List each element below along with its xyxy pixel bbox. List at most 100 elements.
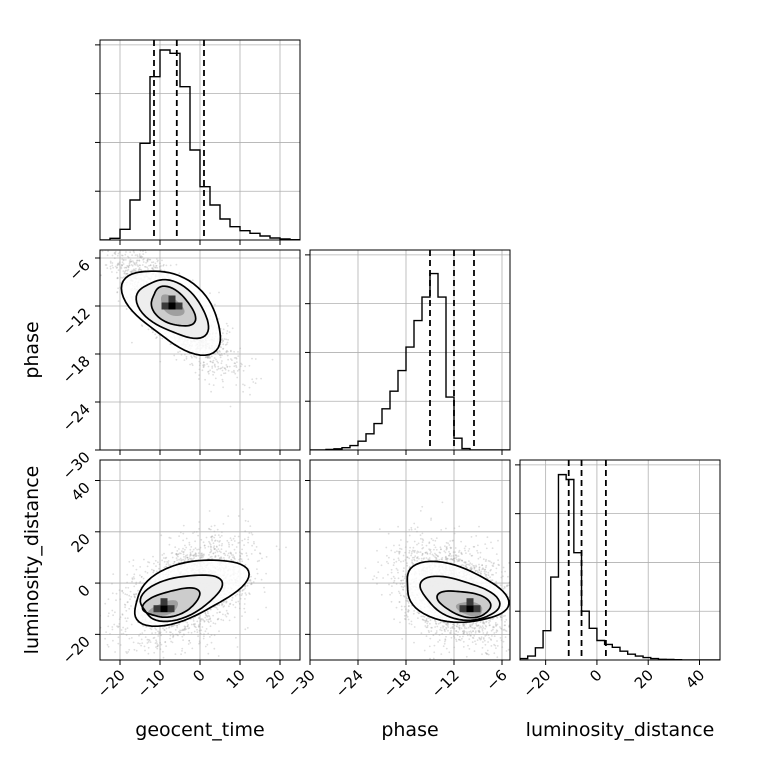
scatter-point <box>227 552 230 555</box>
scatter-point <box>221 543 224 545</box>
scatter-point <box>165 556 168 559</box>
scatter-point <box>178 631 181 634</box>
scatter-point <box>211 535 214 537</box>
scatter-point <box>179 531 182 534</box>
scatter-point <box>214 539 217 542</box>
scatter-point <box>214 556 216 558</box>
scatter-point <box>179 631 182 634</box>
scatter-point <box>159 262 161 265</box>
scatter-point <box>216 368 219 371</box>
scatter-point <box>234 594 237 597</box>
scatter-point <box>221 360 223 362</box>
scatter-point <box>125 251 127 253</box>
scatter-point <box>127 266 130 269</box>
scatter-point <box>231 371 233 373</box>
scatter-point <box>118 623 121 625</box>
scatter-point <box>152 555 154 558</box>
scatter-point <box>154 266 156 269</box>
scatter-point <box>201 554 204 557</box>
scatter-point <box>125 651 127 653</box>
scatter-point <box>213 357 216 359</box>
scatter-point <box>229 552 232 555</box>
scatter-point <box>237 515 240 517</box>
scatter-point <box>119 282 122 284</box>
scatter-point <box>213 524 216 527</box>
scatter-point <box>163 560 166 563</box>
scatter-point <box>145 261 148 264</box>
scatter-point <box>195 531 198 533</box>
scatter-point <box>177 561 180 564</box>
scatter-point <box>214 622 217 625</box>
scatter-point <box>156 645 159 648</box>
scatter-point <box>231 596 234 599</box>
scatter-point <box>190 554 193 557</box>
scatter-point <box>235 366 238 368</box>
scatter-point <box>244 585 247 588</box>
scatter-point <box>217 554 220 557</box>
scatter-point <box>184 558 187 560</box>
scatter-point <box>182 532 185 535</box>
scatter-point <box>118 618 121 620</box>
scatter-point <box>243 603 246 605</box>
scatter-point <box>222 328 225 331</box>
scatter-point <box>134 596 136 599</box>
scatter-point <box>212 542 215 545</box>
scatter-point <box>176 554 178 557</box>
scatter-point <box>176 626 179 629</box>
scatter-point <box>154 632 157 634</box>
scatter-point <box>207 372 210 375</box>
scatter-point <box>155 641 158 643</box>
scatter-point <box>223 557 225 559</box>
scatter-point <box>212 384 215 386</box>
scatter-point <box>162 264 165 267</box>
scatter-point <box>191 364 194 367</box>
scatter-point <box>243 384 246 387</box>
scatter-point <box>202 364 205 366</box>
scatter-point <box>114 611 116 614</box>
scatter-point <box>224 372 227 375</box>
scatter-point <box>241 539 244 542</box>
scatter-point <box>207 365 210 368</box>
scatter-point <box>132 261 135 264</box>
scatter-point <box>163 629 166 631</box>
scatter-point <box>200 629 203 632</box>
scatter-point <box>182 558 185 561</box>
scatter-point <box>235 356 237 359</box>
scatter-point <box>194 552 197 555</box>
scatter-point <box>207 612 209 615</box>
scatter-point <box>128 262 131 265</box>
density-peak-0-1 <box>168 302 176 310</box>
scatter-point <box>189 548 192 551</box>
scatter-point <box>171 641 174 644</box>
scatter-point <box>215 606 218 609</box>
scatter-point <box>228 365 231 368</box>
scatter-point <box>202 637 205 640</box>
scatter-point <box>234 606 237 609</box>
scatter-point <box>188 639 191 642</box>
scatter-point <box>259 552 261 555</box>
scatter-point <box>228 331 231 334</box>
scatter-point <box>225 601 228 603</box>
scatter-point <box>133 585 136 588</box>
scatter-point <box>131 578 134 581</box>
scatter-point <box>140 576 143 578</box>
scatter-point <box>199 556 202 559</box>
scatter-point <box>140 268 142 271</box>
scatter-point <box>117 262 120 265</box>
scatter-point <box>216 360 219 363</box>
scatter-point <box>206 610 209 613</box>
scatter-point <box>223 552 226 555</box>
scatter-point <box>152 268 155 271</box>
scatter-point <box>168 626 170 629</box>
scatter-point <box>156 647 159 650</box>
scatter-point <box>198 364 201 367</box>
scatter-point <box>184 544 186 547</box>
scatter-point <box>159 360 162 363</box>
scatter-point <box>213 530 216 533</box>
scatter-point <box>109 260 112 263</box>
scatter-point <box>203 620 206 622</box>
scatter-point <box>218 604 221 606</box>
scatter-point <box>234 535 236 538</box>
scatter-point <box>200 618 203 620</box>
scatter-point <box>195 552 197 555</box>
